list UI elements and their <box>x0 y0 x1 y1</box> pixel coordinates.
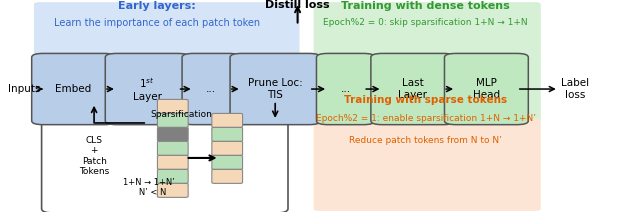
FancyBboxPatch shape <box>157 183 188 197</box>
FancyBboxPatch shape <box>212 113 243 127</box>
FancyBboxPatch shape <box>157 155 188 169</box>
Text: Label
loss: Label loss <box>561 78 589 100</box>
Text: MLP
Head: MLP Head <box>473 78 500 100</box>
Text: Last
Layer: Last Layer <box>398 78 428 100</box>
Text: Sparsification: Sparsification <box>150 110 212 119</box>
FancyBboxPatch shape <box>157 141 188 155</box>
FancyBboxPatch shape <box>34 2 300 123</box>
FancyBboxPatch shape <box>157 113 188 127</box>
Text: Training with dense tokens: Training with dense tokens <box>341 1 510 11</box>
Text: Learn the importance of each patch token: Learn the importance of each patch token <box>54 18 260 28</box>
Text: Distill loss: Distill loss <box>266 0 330 10</box>
Text: Epoch%2 = 1: enable sparsification 1+N → 1+N’: Epoch%2 = 1: enable sparsification 1+N →… <box>316 114 536 123</box>
FancyBboxPatch shape <box>32 53 115 125</box>
Text: ...: ... <box>206 84 216 94</box>
Text: Early layers:: Early layers: <box>118 1 196 11</box>
FancyBboxPatch shape <box>314 119 541 211</box>
Text: 1$^{st}$
Layer: 1$^{st}$ Layer <box>132 76 162 102</box>
Text: 1+N → 1+N’
   N’ < N: 1+N → 1+N’ N’ < N <box>124 178 175 197</box>
FancyBboxPatch shape <box>212 141 243 155</box>
FancyBboxPatch shape <box>317 53 375 125</box>
FancyBboxPatch shape <box>445 53 529 125</box>
FancyBboxPatch shape <box>212 169 243 183</box>
FancyBboxPatch shape <box>105 53 189 125</box>
FancyBboxPatch shape <box>212 155 243 169</box>
FancyBboxPatch shape <box>182 53 240 125</box>
Text: ...: ... <box>340 84 351 94</box>
FancyBboxPatch shape <box>157 127 188 141</box>
FancyBboxPatch shape <box>371 53 455 125</box>
Text: Embed: Embed <box>56 84 92 94</box>
Text: Training with sparse tokens: Training with sparse tokens <box>344 95 507 105</box>
Text: Prune Loc:
TIS: Prune Loc: TIS <box>248 78 303 100</box>
Text: Inputs: Inputs <box>8 84 41 94</box>
FancyBboxPatch shape <box>230 53 320 125</box>
FancyBboxPatch shape <box>157 169 188 183</box>
Text: CLS
+
Patch
Tokens: CLS + Patch Tokens <box>79 136 109 176</box>
FancyBboxPatch shape <box>157 99 188 113</box>
Text: Reduce patch tokens from N to N’: Reduce patch tokens from N to N’ <box>349 136 502 145</box>
FancyBboxPatch shape <box>314 2 541 123</box>
FancyBboxPatch shape <box>42 99 288 212</box>
FancyBboxPatch shape <box>212 127 243 141</box>
Text: Epoch%2 = 0: skip sparsification 1+N → 1+N: Epoch%2 = 0: skip sparsification 1+N → 1… <box>323 18 528 27</box>
